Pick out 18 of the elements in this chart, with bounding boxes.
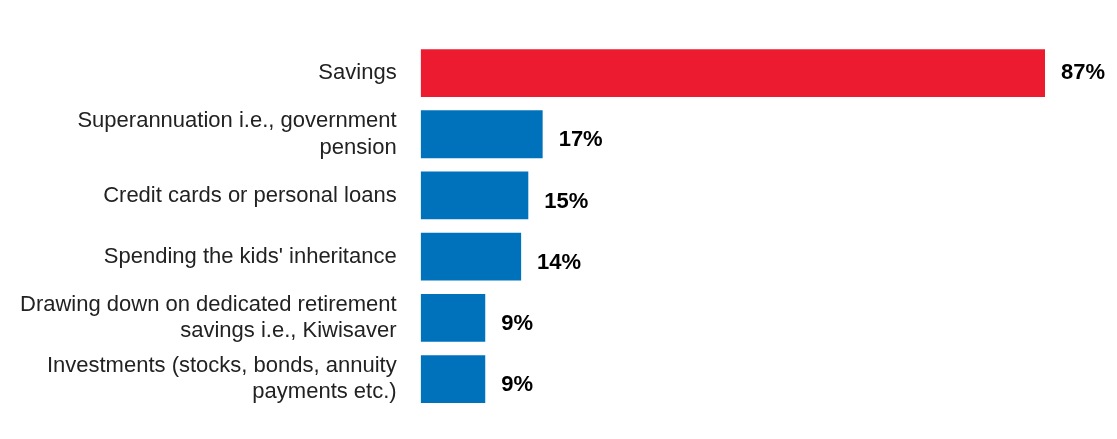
y-tick-label: Investments (stocks, bonds, annuity payments etc.): [46, 352, 397, 404]
y-tick-label: Spending the kids' inheritance: [103, 242, 397, 268]
y-tick-label: Superannuation i.e., government pension: [77, 107, 397, 159]
y-tick-label: Savings: [318, 59, 397, 85]
bar: [420, 232, 522, 281]
y-tick-label: Drawing down on dedicated retirement savings i.e., Kiwisaver: [20, 290, 397, 343]
data-label: 87%: [1061, 59, 1106, 85]
data-label: 9%: [501, 310, 534, 336]
data-label: 9%: [501, 371, 534, 397]
data-label: 17%: [558, 126, 603, 152]
bar: [420, 171, 529, 220]
bar: [420, 49, 1045, 97]
bar: [420, 355, 486, 404]
bar: [420, 294, 486, 342]
data-label: 15%: [544, 187, 589, 213]
data-label: 14%: [537, 248, 582, 274]
y-tick-label: Credit cards or personal loans: [103, 181, 397, 207]
bar: [420, 110, 543, 159]
